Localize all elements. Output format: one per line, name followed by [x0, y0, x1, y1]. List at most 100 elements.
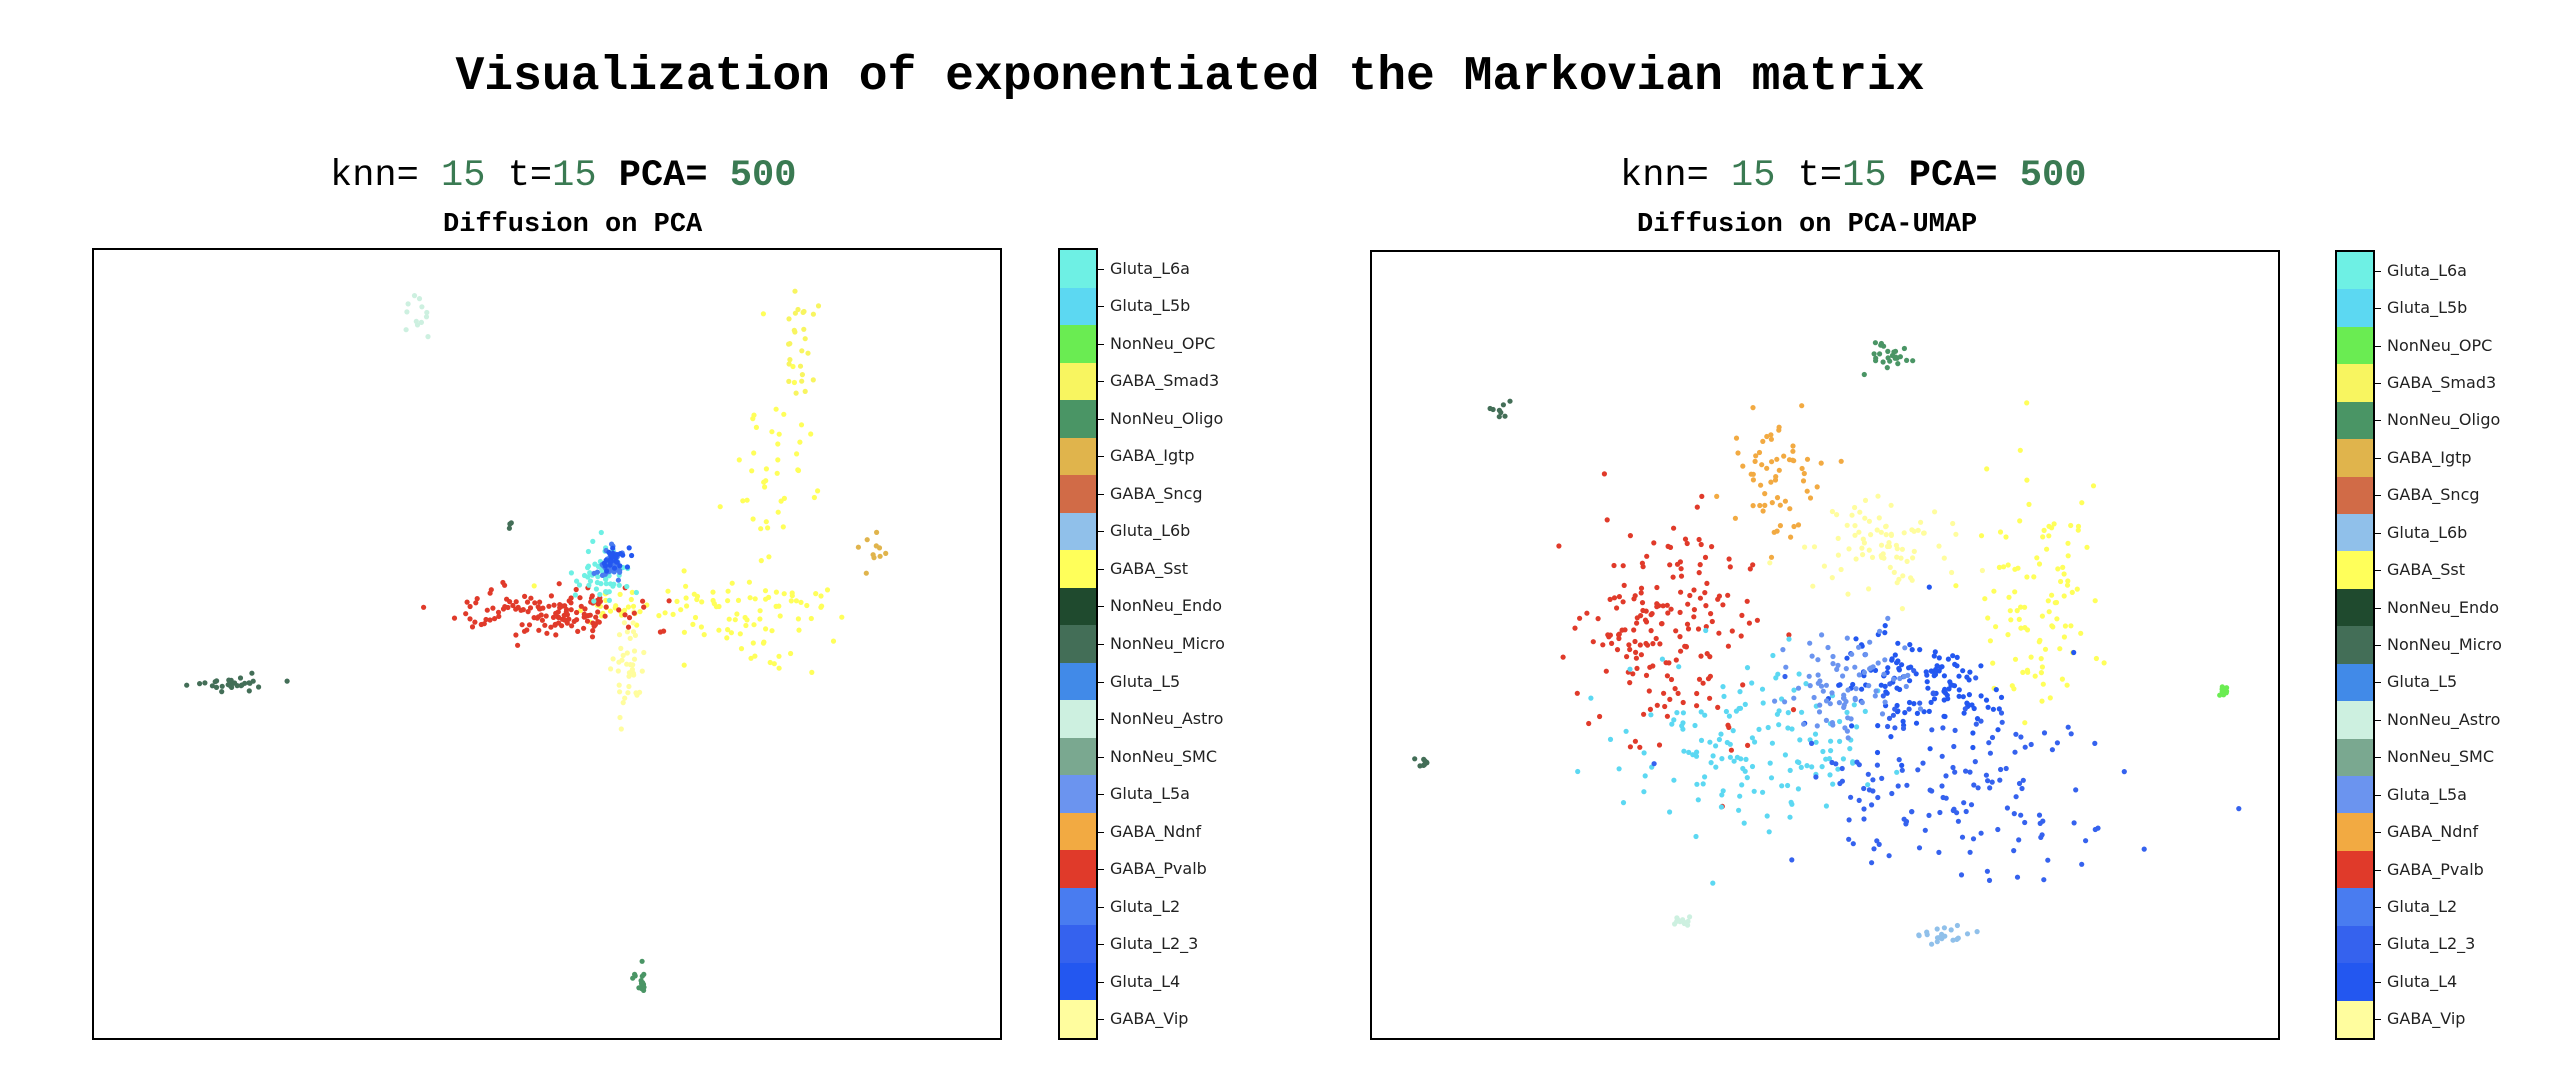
colorbar-segment [2337, 663, 2373, 702]
scatter-point [592, 561, 598, 567]
scatter-point [1700, 680, 1706, 686]
scatter-point [1796, 671, 1802, 677]
scatter-point [626, 683, 632, 690]
scatter-point [1868, 532, 1874, 538]
scatter-point [2012, 749, 2018, 755]
scatter-point [2016, 837, 2022, 843]
scatter-point [630, 975, 636, 981]
scatter-point [1882, 683, 1888, 689]
colorbar-segment [2337, 476, 2373, 515]
scatter-point [744, 497, 750, 503]
scatter-point [1417, 763, 1423, 769]
scatter-point [510, 602, 516, 609]
scatter-point [603, 581, 609, 587]
scatter-point [1841, 692, 1847, 698]
scatter-point [256, 684, 262, 690]
scatter-point [1911, 701, 1917, 707]
scatter-point [2007, 608, 2013, 614]
scatter-point [1997, 777, 2003, 783]
scatter-point [2003, 534, 2009, 540]
scatter-point [1964, 674, 1970, 680]
scatter-point [725, 588, 731, 594]
colorbar-segment [2337, 364, 2373, 403]
colorbar-segment [2337, 588, 2373, 627]
scatter-point [2018, 734, 2024, 740]
scatter-point [786, 378, 792, 384]
scatter-point [1752, 739, 1758, 745]
scatter-point [1949, 569, 1955, 576]
scatter-point [1917, 700, 1923, 706]
scatter-point [1737, 689, 1743, 695]
scatter-point [2053, 599, 2060, 606]
scatter-point [1923, 669, 1929, 675]
scatter-point [599, 572, 606, 578]
scatter-point [1899, 662, 1905, 668]
panel-1-params: knn= 15 t=15 PCA= 500 [330, 155, 796, 197]
colorbar-tick [2375, 832, 2381, 834]
scatter-point [1623, 728, 1629, 734]
scatter-point [691, 591, 697, 597]
colorbar-segment [2337, 776, 2373, 814]
scatter-point [753, 424, 760, 430]
scatter-point [1871, 351, 1877, 357]
colorbar-label: Gluta_L6a [1110, 258, 1190, 278]
scatter-point [1627, 533, 1633, 539]
scatter-point [622, 695, 628, 701]
scatter-point [1879, 775, 1885, 782]
scatter-point [1866, 547, 1872, 553]
scatter-point [1852, 697, 1858, 703]
scatter-point [1715, 704, 1721, 710]
scatter-point [603, 597, 609, 603]
colorbar-segment [2337, 626, 2373, 665]
scatter-point [792, 288, 798, 294]
colorbar-segment [2337, 289, 2373, 328]
scatter-point [751, 412, 757, 418]
scatter-point [1611, 562, 1617, 569]
scatter-point [1830, 661, 1836, 667]
colorbar-label: GABA_Ndnf [1110, 821, 1202, 841]
scatter-point [1883, 689, 1889, 695]
scatter-point [602, 563, 608, 569]
scatter-point [2046, 609, 2052, 615]
scatter-point [1939, 753, 1945, 759]
scatter-point [1799, 709, 1805, 715]
scatter-point [2038, 656, 2044, 662]
scatter-point [617, 563, 623, 569]
scatter-point [598, 529, 604, 536]
scatter-point [1780, 647, 1786, 653]
scatter-point [1790, 443, 1796, 449]
scatter-point [1718, 731, 1724, 737]
scatter-point [585, 574, 591, 580]
scatter-point [2101, 660, 2107, 666]
scatter-point [2038, 670, 2044, 676]
scatter-point [1901, 345, 1907, 352]
scatter-point [1687, 914, 1693, 920]
scatter-point [595, 609, 601, 615]
scatter-point [752, 596, 758, 602]
scatter-point [1776, 722, 1782, 728]
scatter-point [1692, 722, 1698, 729]
scatter-point [1964, 931, 1971, 937]
scatter-point [1750, 562, 1756, 568]
scatter-point [1804, 488, 1810, 494]
scatter-point [2024, 667, 2030, 673]
scatter-point [777, 613, 783, 619]
colorbar-segment [1060, 850, 1096, 889]
scatter-point [1627, 744, 1633, 750]
scatter-point [2020, 669, 2026, 675]
scatter-point [1685, 626, 1692, 632]
colorbar-segment [2337, 701, 2373, 740]
scatter-point [1661, 690, 1667, 696]
scatter-point [1740, 765, 1746, 772]
colorbar-tick [2375, 1019, 2381, 1021]
scatter-point [1597, 713, 1603, 720]
scatter-point [1694, 504, 1700, 510]
colorbar-segment [1060, 737, 1096, 776]
scatter-point [1878, 529, 1884, 535]
scatter-point [1667, 696, 1673, 702]
scatter-point [798, 422, 805, 428]
scatter-point [1887, 564, 1893, 570]
scatter-point [1841, 704, 1847, 710]
colorbar-segment [1060, 700, 1096, 739]
colorbar-label: GABA_Igtp [2387, 447, 2472, 467]
